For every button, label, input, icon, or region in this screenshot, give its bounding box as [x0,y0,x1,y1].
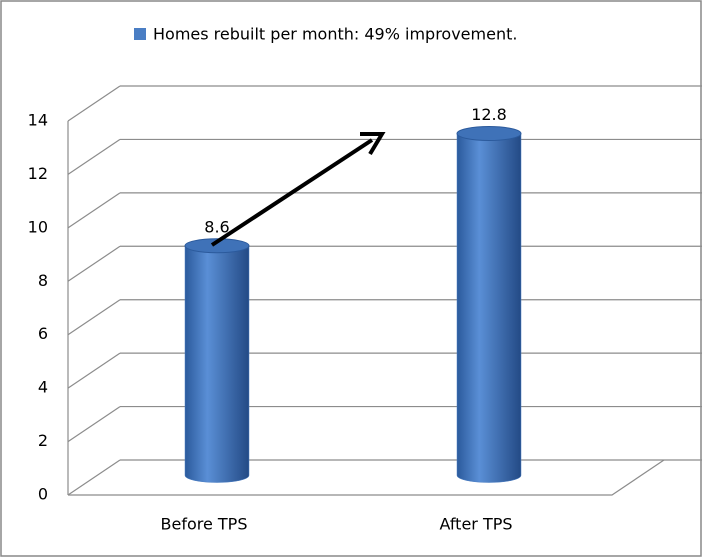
grid-line [67,192,121,229]
grid-line [67,406,121,443]
floor [68,459,665,496]
bar-cap [456,126,522,142]
bar-cap [184,238,250,254]
x-tick-label: Before TPS [161,515,248,534]
data-label: 8.6 [204,217,229,236]
y-tick-label: 12 [28,164,48,183]
grid-line [67,459,121,496]
arrow-head [360,132,386,156]
grid-line [67,245,121,282]
y-tick-label: 4 [38,378,48,397]
grid-line [67,352,121,389]
x-tick-label: After TPS [439,515,512,534]
y-tick-label: 8 [38,271,48,290]
arrow [210,138,374,247]
bar [456,133,522,483]
y-tick-label: 0 [38,485,48,504]
y-tick-label: 6 [38,324,48,343]
grid-line [67,299,121,336]
grid-line [67,85,121,122]
y-tick-label: 2 [38,431,48,450]
grid-line [67,138,121,175]
bar [184,245,250,483]
data-label: 12.8 [471,105,507,124]
legend-swatch [134,28,146,40]
legend-label: Homes rebuilt per month: 49% improvement… [153,25,517,44]
y-tick-label: 10 [28,217,48,236]
y-tick-label: 14 [28,111,48,130]
